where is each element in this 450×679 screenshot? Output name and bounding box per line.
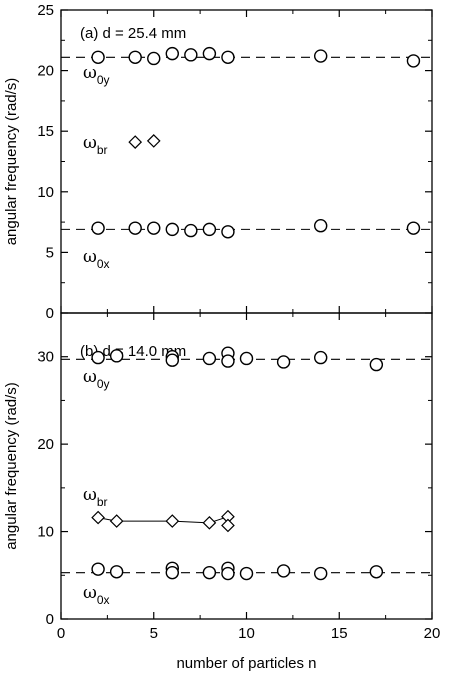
data-point-circle [128, 50, 142, 64]
data-point-circle [369, 357, 384, 372]
data-point-circle [109, 565, 124, 579]
data-point-circle [406, 54, 421, 68]
data-point-circle [91, 562, 105, 576]
data-point-circle [221, 50, 235, 64]
y-tick-label: 10 [37, 524, 54, 541]
data-point-circle [369, 565, 384, 579]
data-point-circle [147, 51, 161, 66]
y-tick-label: 25 [37, 2, 54, 19]
data-point-circle [184, 223, 198, 238]
series-label: ω0x [83, 583, 110, 607]
series-label: ωbr [83, 133, 108, 157]
data-point-circle [202, 351, 217, 366]
x-tick-label: 5 [150, 625, 158, 642]
data-point-diamond [109, 514, 124, 528]
data-point-circle [221, 354, 235, 368]
y-tick-label: 20 [37, 63, 54, 80]
data-point-circle [276, 355, 291, 369]
y-axis-label: angular frequency (rad/s) [3, 382, 20, 550]
y-tick-label: 30 [37, 349, 54, 366]
data-point-circle [221, 566, 235, 581]
data-point-circle [128, 221, 142, 235]
data-point-diamond [165, 514, 180, 528]
y-tick-label: 5 [46, 244, 54, 261]
data-point-circle [147, 221, 161, 235]
x-tick-label: 15 [331, 625, 348, 642]
data-point-diamond [128, 135, 143, 149]
panel-title: (a) d = 25.4 mm [80, 25, 186, 42]
data-point-circle [202, 565, 217, 580]
y-tick-label: 20 [37, 436, 54, 453]
data-point-circle [276, 564, 291, 578]
series-label: ω0x [83, 247, 110, 271]
series-label: ω0y [83, 367, 110, 391]
data-point-diamond [91, 510, 105, 525]
panel-a: 0 5 10 15 20 25 angular frequency (rad/s) (a) d… [3, 2, 433, 322]
series-label: ωbr [83, 485, 108, 509]
x-axis-label: number of particles n [176, 655, 316, 672]
y-tick-label: 15 [37, 123, 54, 140]
data-point-circle [239, 351, 254, 366]
data-point-circle [109, 349, 124, 363]
panel-b: 0 10 20 30 0 5 10 15 20 angular frequency (rad/s)… [3, 312, 441, 642]
x-tick-label: 20 [424, 625, 441, 642]
data-point-diamond [221, 518, 235, 533]
data-point-circle [91, 350, 105, 365]
panel-title: (b) d = 14.0 mm [80, 343, 186, 360]
data-point-circle [165, 46, 180, 61]
y-tick-label: 10 [37, 184, 54, 201]
data-point-circle [184, 48, 198, 62]
data-point-circle [91, 50, 105, 64]
data-point-circle [314, 566, 328, 581]
data-point-circle [239, 566, 254, 581]
data-point-circle [406, 221, 421, 235]
data-point-circle [165, 353, 180, 367]
data-point-circle [91, 221, 105, 235]
x-tick-label: 10 [238, 625, 255, 642]
data-point-diamond [146, 134, 161, 148]
y-axis-label: angular frequency (rad/s) [3, 78, 20, 246]
y-tick-label: 0 [46, 611, 54, 628]
data-point-circle [314, 350, 328, 365]
plot-frame [60, 9, 433, 314]
data-point-circle [314, 49, 328, 63]
x-tick-label: 0 [57, 625, 65, 642]
data-point-circle [202, 222, 217, 237]
data-point-diamond [202, 515, 217, 530]
y-tick-label: 0 [46, 305, 54, 322]
series-label: ω0y [83, 63, 110, 87]
data-point-circle [165, 565, 180, 580]
data-point-circle [314, 219, 328, 233]
data-point-circle [202, 46, 217, 61]
data-point-circle [165, 222, 180, 237]
data-point-circle [221, 225, 235, 239]
